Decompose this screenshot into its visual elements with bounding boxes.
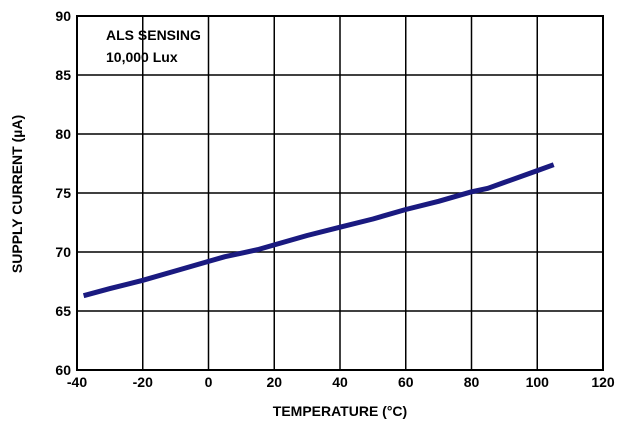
x-tick-label: 80 (464, 374, 480, 390)
x-tick-label: 100 (526, 374, 550, 390)
y-tick-labels: 60 65 70 75 80 85 90 (55, 8, 71, 378)
x-tick-label: 0 (205, 374, 213, 390)
y-tick-label: 90 (55, 8, 71, 24)
y-tick-label: 60 (55, 362, 71, 378)
plot-frame (76, 15, 604, 371)
annotation-lux: 10,000 Lux (106, 49, 178, 65)
y-tick-label: 75 (55, 185, 71, 201)
x-tick-label: 120 (591, 374, 615, 390)
y-tick-label: 70 (55, 244, 71, 260)
x-tick-label: -40 (67, 374, 87, 390)
x-tick-label: 40 (332, 374, 348, 390)
x-tick-labels: -40 -20 0 20 40 60 80 100 120 (67, 374, 615, 390)
x-tick-label: -20 (133, 374, 153, 390)
y-tick-label: 65 (55, 303, 71, 319)
x-axis-title: TEMPERATURE (°C) (273, 403, 407, 419)
annotation-als-sensing: ALS SENSING (106, 27, 201, 43)
y-tick-label: 85 (55, 67, 71, 83)
x-tick-label: 60 (398, 374, 414, 390)
series-line (82, 162, 555, 299)
y-tick-label: 80 (55, 126, 71, 142)
grid (76, 15, 604, 371)
y-axis-title: SUPPLY CURRENT (µA) (9, 115, 25, 273)
x-tick-label: 20 (266, 374, 282, 390)
